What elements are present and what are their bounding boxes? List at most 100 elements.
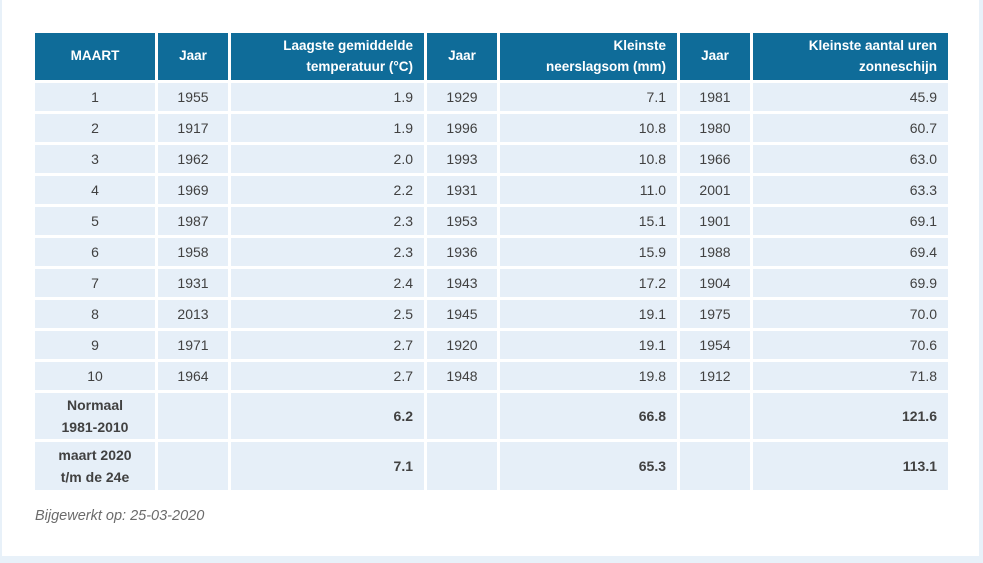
cell-temp: 2.7 [231,362,424,390]
table-row: 1 1955 1.9 1929 7.1 1981 45.9 [35,83,948,111]
cell-precip: 11.0 [500,176,677,204]
column-header-laagste-temperatuur: Laagste gemiddelde temperatuur (°C) [231,33,424,80]
cell-year-temp: 1987 [158,207,228,235]
header-label-line2: temperatuur (°C) [306,58,413,74]
cell-year-precip: 1936 [427,238,497,266]
table-header-row: MAART Jaar Laagste gemiddelde temperatuur… [35,33,948,80]
cell-year-temp: 1964 [158,362,228,390]
header-label-line2: neerslagsom (mm) [545,58,666,74]
column-header-jaar-zon: Jaar [680,33,750,80]
cell-sun: 113.1 [753,442,948,490]
cell-precip: 17.2 [500,269,677,297]
summary-label-line2: 1981-2010 [61,419,129,435]
cell-sun: 45.9 [753,83,948,111]
cell-rank: 7 [35,269,155,297]
cell-sun: 63.0 [753,145,948,173]
cell-year-precip [427,393,497,439]
cell-year-temp [158,442,228,490]
cell-year-temp: 1962 [158,145,228,173]
cell-year-temp: 1969 [158,176,228,204]
cell-year-sun: 1904 [680,269,750,297]
cell-year-precip: 1948 [427,362,497,390]
cell-year-precip: 1993 [427,145,497,173]
cell-rank: 2 [35,114,155,142]
cell-summary-label: Normaal 1981-2010 [35,393,155,439]
cell-precip: 19.8 [500,362,677,390]
cell-rank: 4 [35,176,155,204]
cell-temp: 2.2 [231,176,424,204]
cell-precip: 7.1 [500,83,677,111]
cell-precip: 10.8 [500,145,677,173]
cell-sun: 69.9 [753,269,948,297]
cell-precip: 66.8 [500,393,677,439]
summary-row-normaal: Normaal 1981-2010 6.2 66.8 121.6 [35,393,948,439]
cell-temp: 1.9 [231,83,424,111]
summary-row-maart-2020: maart 2020 t/m de 24e 7.1 65.3 113.1 [35,442,948,490]
header-label-line1: Kleinste [613,37,666,53]
cell-year-temp: 2013 [158,300,228,328]
cell-temp: 2.3 [231,207,424,235]
cell-sun: 121.6 [753,393,948,439]
cell-year-temp: 1931 [158,269,228,297]
cell-summary-label: maart 2020 t/m de 24e [35,442,155,490]
header-label: Jaar [701,48,729,64]
cell-rank: 8 [35,300,155,328]
cell-precip: 19.1 [500,300,677,328]
cell-temp: 2.7 [231,331,424,359]
cell-year-temp: 1971 [158,331,228,359]
cell-precip: 15.1 [500,207,677,235]
cell-sun: 71.8 [753,362,948,390]
cell-sun: 70.6 [753,331,948,359]
cell-year-sun: 1912 [680,362,750,390]
summary-label-line1: Normaal [66,396,124,413]
cell-year-sun: 1901 [680,207,750,235]
cell-year-precip: 1943 [427,269,497,297]
cell-sun: 60.7 [753,114,948,142]
cell-year-temp: 1917 [158,114,228,142]
cell-precip: 15.9 [500,238,677,266]
column-header-jaar-temp: Jaar [158,33,228,80]
table-row: 3 1962 2.0 1993 10.8 1966 63.0 [35,145,948,173]
records-table: MAART Jaar Laagste gemiddelde temperatuur… [32,30,951,493]
header-label-line2: zonneschijn [858,58,937,74]
cell-rank: 3 [35,145,155,173]
cell-year-precip: 1953 [427,207,497,235]
cell-temp: 2.4 [231,269,424,297]
cell-sun: 69.4 [753,238,948,266]
table-row: 5 1987 2.3 1953 15.1 1901 69.1 [35,207,948,235]
cell-sun: 63.3 [753,176,948,204]
header-label: Jaar [448,48,476,64]
table-row: 2 1917 1.9 1996 10.8 1980 60.7 [35,114,948,142]
cell-rank: 6 [35,238,155,266]
table-row: 10 1964 2.7 1948 19.8 1912 71.8 [35,362,948,390]
cell-year-sun: 1981 [680,83,750,111]
cell-sun: 69.1 [753,207,948,235]
cell-year-sun: 1966 [680,145,750,173]
cell-year-precip: 1929 [427,83,497,111]
cell-year-precip: 1945 [427,300,497,328]
column-header-maart: MAART [35,33,155,80]
cell-rank: 5 [35,207,155,235]
table-row: 4 1969 2.2 1931 11.0 2001 63.3 [35,176,948,204]
cell-year-precip [427,442,497,490]
table-row: 6 1958 2.3 1936 15.9 1988 69.4 [35,238,948,266]
cell-year-temp [158,393,228,439]
cell-year-precip: 1931 [427,176,497,204]
cell-year-temp: 1955 [158,83,228,111]
cell-year-sun: 1975 [680,300,750,328]
last-updated-note: Bijgewerkt op: 25-03-2020 [35,508,205,524]
cell-year-sun [680,442,750,490]
cell-temp: 2.3 [231,238,424,266]
column-header-jaar-neerslag: Jaar [427,33,497,80]
cell-sun: 70.0 [753,300,948,328]
cell-temp: 1.9 [231,114,424,142]
summary-label-line1: maart 2020 [58,446,132,463]
summary-label-line2: t/m de 24e [60,469,130,485]
cell-precip: 10.8 [500,114,677,142]
cell-year-temp: 1958 [158,238,228,266]
cell-precip: 65.3 [500,442,677,490]
cell-temp: 2.0 [231,145,424,173]
header-label: MAART [70,48,120,64]
table-row: 9 1971 2.7 1920 19.1 1954 70.6 [35,331,948,359]
